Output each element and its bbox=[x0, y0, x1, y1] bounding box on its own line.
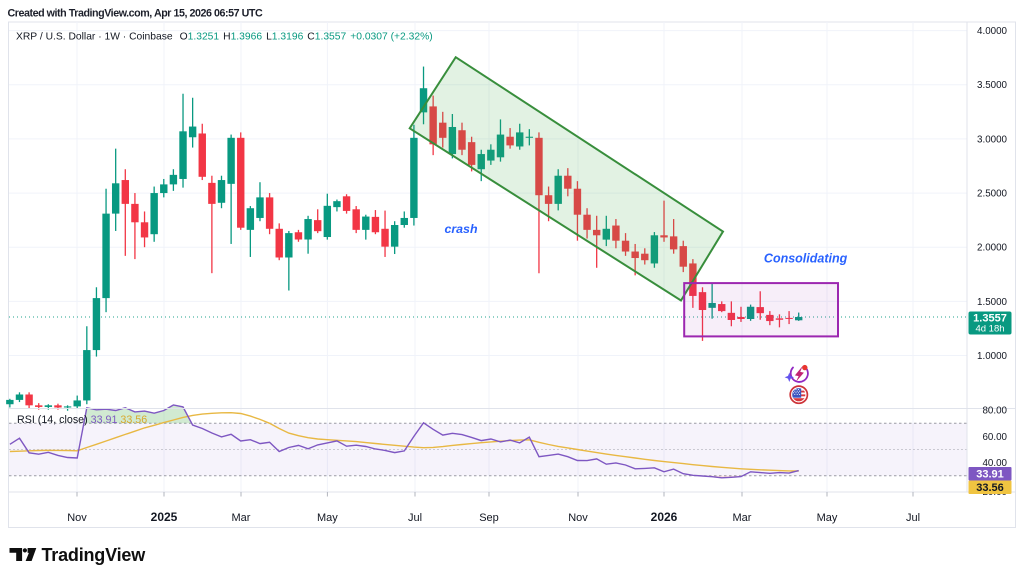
svg-text:Nov: Nov bbox=[568, 512, 588, 524]
svg-text:3.0000: 3.0000 bbox=[977, 134, 1008, 145]
svg-text:2.0000: 2.0000 bbox=[977, 243, 1008, 254]
svg-text:Jul: Jul bbox=[408, 512, 422, 524]
svg-text:May: May bbox=[817, 512, 838, 524]
svg-text:2.5000: 2.5000 bbox=[977, 189, 1008, 200]
svg-text:40.00: 40.00 bbox=[982, 458, 1007, 469]
svg-text:2026: 2026 bbox=[651, 510, 678, 524]
svg-text:Nov: Nov bbox=[67, 512, 87, 524]
svg-text:Mar: Mar bbox=[733, 512, 752, 524]
svg-text:2025: 2025 bbox=[151, 510, 178, 524]
svg-text:Created with TradingView.com,: Created with TradingView.com, Apr 15, 20… bbox=[8, 7, 263, 19]
svg-text:33.56: 33.56 bbox=[976, 482, 1004, 494]
svg-text:60.00: 60.00 bbox=[982, 432, 1007, 443]
svg-text:RSI (14, close) 33.91 33.56: RSI (14, close) 33.91 33.56 bbox=[17, 414, 147, 426]
svg-text:4.0000: 4.0000 bbox=[977, 26, 1008, 37]
svg-text:Sep: Sep bbox=[479, 512, 499, 524]
svg-text:1.0000: 1.0000 bbox=[977, 351, 1008, 362]
svg-text:4d 18h: 4d 18h bbox=[975, 324, 1004, 335]
svg-text:33.91: 33.91 bbox=[976, 469, 1004, 481]
svg-text:crash: crash bbox=[444, 222, 477, 236]
svg-text:Consolidating: Consolidating bbox=[764, 252, 848, 266]
svg-text:TradingView: TradingView bbox=[42, 545, 147, 565]
svg-text:1.3557: 1.3557 bbox=[973, 313, 1007, 325]
svg-text:Jul: Jul bbox=[906, 512, 920, 524]
svg-text:80.00: 80.00 bbox=[982, 406, 1007, 417]
svg-text:XRP / U.S. Dollar · 1W · Coinb: XRP / U.S. Dollar · 1W · Coinbase O1.3251… bbox=[16, 32, 433, 43]
svg-text:3.5000: 3.5000 bbox=[977, 80, 1008, 91]
svg-text:May: May bbox=[317, 512, 338, 524]
svg-text:Mar: Mar bbox=[232, 512, 251, 524]
svg-text:1.5000: 1.5000 bbox=[977, 297, 1008, 308]
